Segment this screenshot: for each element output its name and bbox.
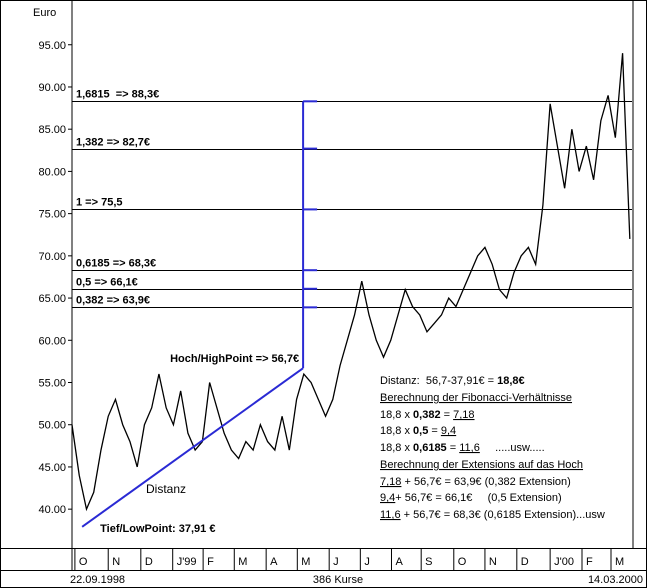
y-axis-label: Euro: [33, 7, 56, 19]
y-tick-label: 95.00: [38, 40, 66, 52]
calc-text: 9,4: [441, 425, 456, 437]
x-tick-label: S: [425, 556, 432, 568]
level-label: 1,6815 => 88,3€: [76, 89, 159, 101]
calc-text: =: [428, 425, 441, 437]
level-label: 0,382 => 63,9€: [76, 295, 150, 307]
footer-end: 14.03.2000: [588, 574, 643, 586]
calc-line: 18,8 x 0,382 = 7,18: [380, 409, 475, 421]
x-tick-label: A: [395, 556, 403, 568]
calc-line: 9,4+ 56,7€ = 66,1€ (0,5 Extension): [380, 492, 562, 504]
calc-text: =: [441, 409, 454, 421]
x-tick-label: M: [615, 556, 624, 568]
y-tick-label: 75.00: [38, 209, 66, 221]
calc-text: 11,6: [380, 509, 401, 521]
x-tick-label: M: [238, 556, 247, 568]
calc-line: 18,8 x 0,6185 = 11,6 .....usw.....: [380, 442, 545, 454]
x-tick-label: J'00: [554, 556, 574, 568]
level-label: 0,6185 => 68,3€: [76, 258, 156, 270]
calc-text: 18,8€: [497, 375, 525, 387]
calc-line: Berechnung der Extensions auf das Hoch: [380, 459, 583, 471]
calc-text: 18,8 x: [380, 442, 413, 454]
level-label: 0,5 => 66,1€: [76, 277, 138, 289]
calc-line: Distanz: 56,7-37,91€ = 18,8€: [380, 375, 525, 387]
y-tick-label: 45.00: [38, 462, 66, 474]
x-tick-label: J: [364, 556, 370, 568]
high-label: Hoch/HighPoint => 56,7€: [170, 353, 299, 365]
footer-count: 386 Kurse: [313, 574, 363, 586]
y-tick-label: 60.00: [38, 335, 66, 347]
x-tick-label: M: [301, 556, 310, 568]
calc-text: Berechnung der Fibonacci-Verhältnisse: [380, 392, 572, 404]
x-tick-label: D: [145, 556, 153, 568]
calc-text: + 56,7€ = 63,9€ (0,382 Extension): [401, 476, 570, 488]
y-tick-label: 90.00: [38, 82, 66, 94]
x-tick-label: D: [521, 556, 529, 568]
calc-text: 18,8 x: [380, 425, 413, 437]
calc-text: 9,4: [380, 492, 395, 504]
calc-text: 11,6: [459, 442, 480, 454]
calc-text: =: [447, 442, 460, 454]
price-line: [71, 53, 631, 512]
y-tick-label: 40.00: [38, 504, 66, 516]
footer-start: 22.09.1998: [70, 574, 125, 586]
calc-text: 18,8 x: [380, 409, 413, 421]
x-tick-label: N: [112, 556, 120, 568]
y-tick-label: 55.00: [38, 378, 66, 390]
calc-text: 0,5: [413, 425, 428, 437]
distance-line: [81, 367, 304, 528]
calc-text: 0,382: [413, 409, 441, 421]
calc-text: + 56,7€ = 66,1€ (0,5 Extension): [395, 492, 561, 504]
y-tick-label: 70.00: [38, 251, 66, 263]
y-tick-label: 80.00: [38, 166, 66, 178]
calc-line: 11,6 + 56,7€ = 68,3€ (0,6185 Extension).…: [380, 509, 605, 521]
calc-line: Berechnung der Fibonacci-Verhältnisse: [380, 392, 572, 404]
x-tick-label: F: [586, 556, 593, 568]
calc-text: 7,18: [453, 409, 474, 421]
x-tick-label: O: [79, 556, 88, 568]
calculation: Distanz: 56,7-37,91€ = 18,8€ Berechnung …: [380, 375, 605, 521]
x-tick-label: A: [270, 556, 278, 568]
distance-label: Distanz: [146, 482, 186, 496]
x-tick-label: J: [333, 556, 339, 568]
level-label: 1 => 75,5: [76, 197, 123, 209]
calc-text: 0,6185: [413, 442, 447, 454]
calc-text: 7,18: [380, 476, 401, 488]
x-tick-label: J'99: [177, 556, 197, 568]
x-tick-label: O: [458, 556, 467, 568]
y-tick-label: 65.00: [38, 293, 66, 305]
y-tick-label: 85.00: [38, 124, 66, 136]
calc-line: 7,18 + 56,7€ = 63,9€ (0,382 Extension): [380, 476, 571, 488]
y-tick-label: 50.00: [38, 420, 66, 432]
calc-text: Distanz: 56,7-37,91€ =: [380, 375, 497, 387]
x-tick-label: N: [489, 556, 497, 568]
level-label: 1,382 => 82,7€: [76, 137, 150, 149]
calc-text: .....usw.....: [480, 442, 545, 454]
calc-text: + 56,7€ = 68,3€ (0,6185 Extension)...usw: [401, 509, 605, 521]
low-label: Tief/LowPoint: 37,91 €: [100, 523, 215, 535]
x-tick-label: F: [207, 556, 214, 568]
calc-line: 18,8 x 0,5 = 9,4: [380, 425, 456, 437]
calc-text: Berechnung der Extensions auf das Hoch: [380, 459, 583, 471]
